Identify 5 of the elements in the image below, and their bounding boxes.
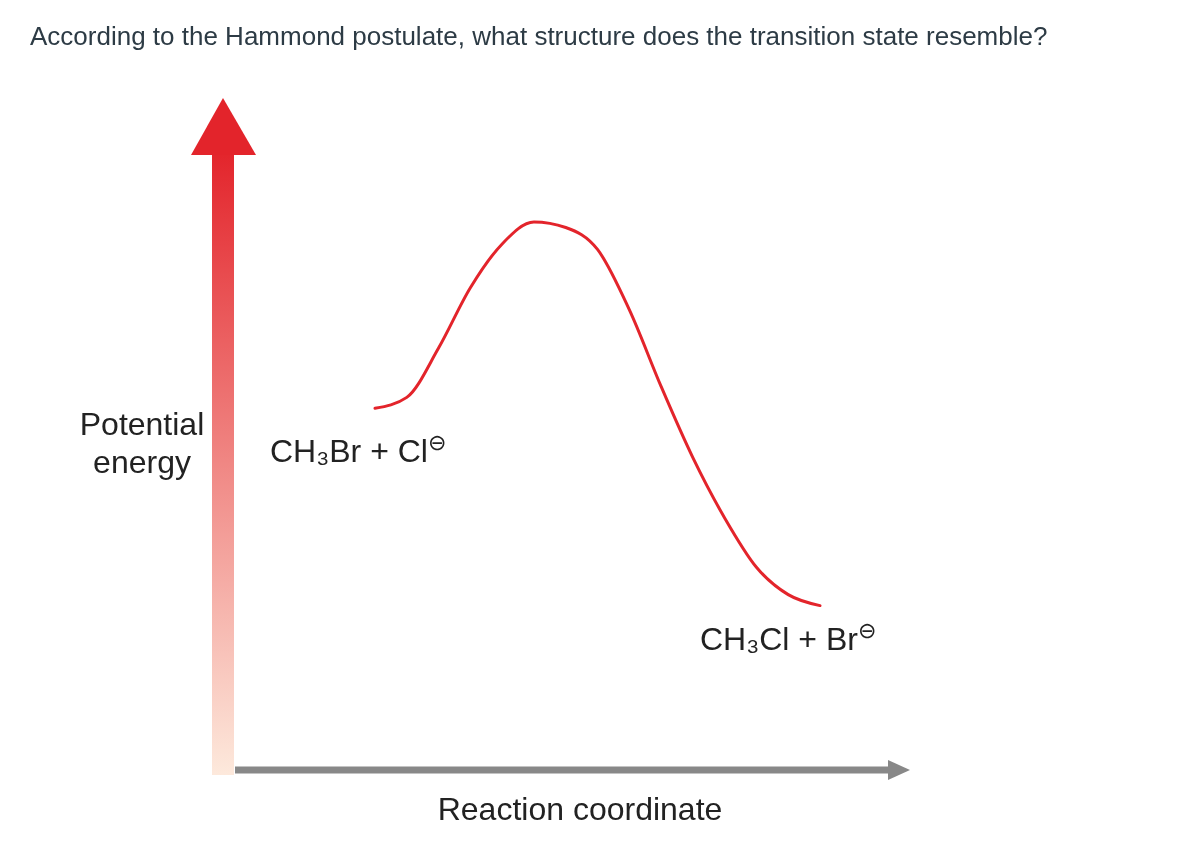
- annotation: CH₃Cl + Br$^{⊖}$: [700, 617, 876, 657]
- chart-title: According to the Hammond postulate, what structure does the transition state resemble?: [30, 21, 1048, 51]
- annotation: CH₃Br + Cl$^{⊖}$: [270, 429, 446, 469]
- y-axis-title: Potential energy: [79, 406, 205, 480]
- x-axis-title: Reaction coordinate: [437, 791, 723, 827]
